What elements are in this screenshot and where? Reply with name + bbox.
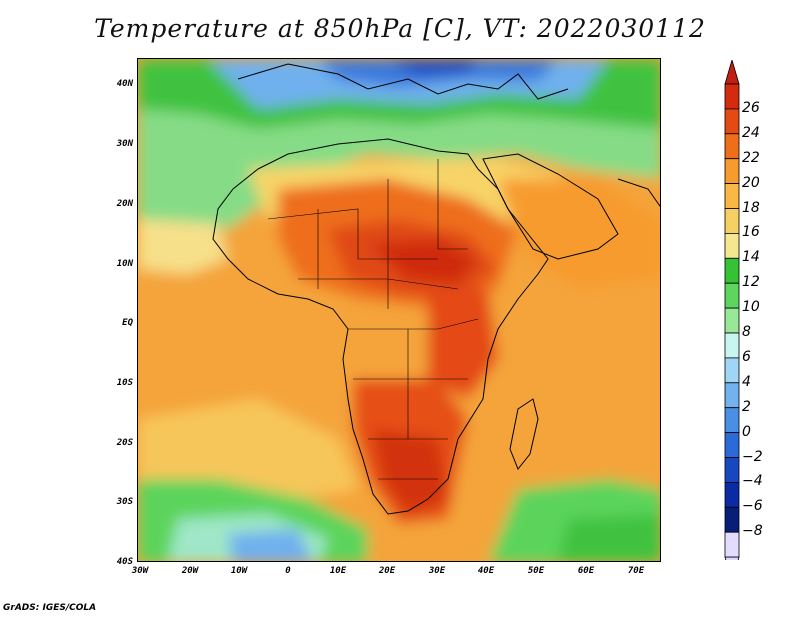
colorbar-label: −4 (742, 473, 763, 490)
colorbar-segment (724, 332, 740, 359)
colorbar-label: −6 (742, 498, 763, 515)
lon-label-0: 0 (285, 566, 291, 576)
coastlines (212, 63, 660, 515)
lat-label-20n: 20N (116, 199, 133, 209)
credit-text: GrADS: IGES/COLA (3, 603, 97, 613)
colorbar-label: 18 (742, 199, 760, 216)
lat-label-30s: 30S (116, 497, 133, 507)
colorbar-label: 24 (742, 124, 760, 141)
lon-label-30e: 30E (428, 566, 446, 576)
lon-label-10w: 10W (230, 566, 248, 576)
colorbar-label: 16 (742, 224, 760, 241)
colorbar-segment (724, 506, 740, 533)
lon-label-30w: 30W (131, 566, 149, 576)
colorbar-segment (724, 481, 740, 508)
country-borders (267, 159, 479, 480)
lat-label-10n: 10N (116, 259, 133, 269)
map-title: Temperature at 850hPa [C], VT: 202203011… (94, 14, 706, 43)
colorbar-segment (724, 83, 740, 110)
colorbar-label: 20 (742, 174, 760, 191)
temperature-field (138, 59, 660, 561)
colorbar-segment (724, 158, 740, 184)
lon-label-10e: 10E (329, 566, 347, 576)
colorbar-segment (724, 457, 740, 483)
colorbar-label: 22 (742, 149, 760, 166)
colorbar-label: 14 (742, 249, 760, 266)
lon-label-70e: 70E (627, 566, 645, 576)
lon-label-20w: 20W (181, 566, 199, 576)
lat-label-eq: EQ (122, 318, 133, 328)
lon-label-20e: 20E (378, 566, 396, 576)
lon-label-60e: 60E (577, 566, 595, 576)
lon-label-50e: 50E (527, 566, 545, 576)
colorbar-segment (724, 208, 740, 234)
colorbar-segment (724, 282, 740, 309)
colorbar-label: −2 (742, 448, 763, 465)
map-canvas (138, 59, 660, 561)
colorbar-segment (724, 183, 740, 209)
colorbar-label: 4 (742, 373, 751, 390)
colorbar-bottom-arrow (724, 556, 740, 560)
colorbar-segment (724, 407, 740, 434)
temperature-map (137, 58, 661, 562)
colorbar-label: 8 (742, 324, 751, 340)
colorbar-segment (724, 232, 740, 259)
colorbar-label: 12 (742, 274, 760, 291)
colorbar-segment (724, 257, 740, 284)
colorbar-segment (724, 432, 740, 458)
colorbar-label: 2 (742, 398, 751, 415)
lat-label-10s: 10S (116, 378, 133, 388)
colorbar-segment (724, 133, 740, 160)
colorbar-label: 0 (742, 423, 751, 440)
colorbar-segment (724, 531, 740, 558)
lat-label-30n: 30N (116, 139, 133, 149)
colorbar-label: 26 (742, 99, 760, 116)
lon-label-40e: 40E (477, 566, 495, 576)
colorbar-segment (724, 382, 740, 409)
lat-label-40s: 40S (116, 557, 133, 567)
lat-label-40n: 40N (116, 79, 133, 89)
colorbar-segment (724, 357, 740, 384)
colorbar-segment (724, 307, 740, 334)
lat-label-20s: 20S (116, 438, 133, 448)
colorbar-top-arrow (724, 60, 740, 85)
colorbar-label: 6 (742, 348, 751, 365)
colorbar-label: −8 (742, 523, 763, 540)
colorbar-segment (724, 108, 740, 135)
colorbar-label: 10 (742, 299, 760, 316)
colorbar (724, 60, 740, 560)
